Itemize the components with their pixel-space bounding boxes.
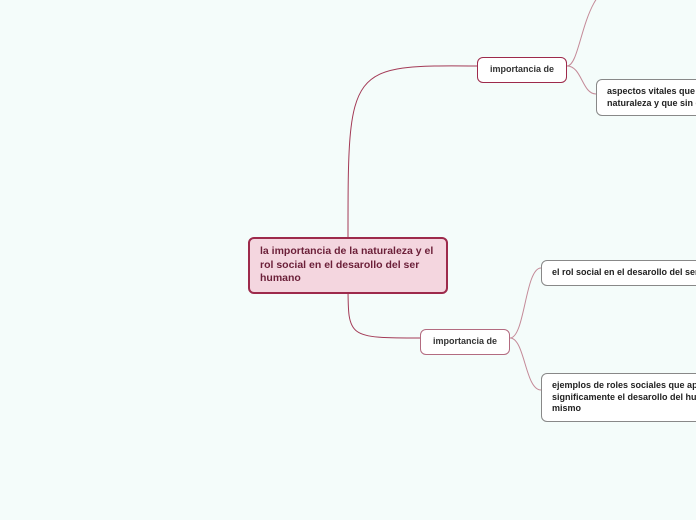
node-root[interactable]: la importancia de la naturaleza y el rol… [248, 237, 448, 294]
node-rol-social[interactable]: el rol social en el desarollo del ser hu [541, 260, 696, 286]
edge-imp-bottom-ejemplos [510, 338, 541, 390]
node-aspectos[interactable]: aspectos vitales que nos da la naturalez… [596, 79, 696, 116]
edge-imp-top-ghost [567, 0, 619, 66]
node-importancia-bottom[interactable]: importancia de [420, 329, 510, 355]
mindmap-canvas: la importancia de la naturaleza y el rol… [0, 0, 696, 520]
edge-imp-top-aspectos [567, 66, 596, 94]
node-ejemplos[interactable]: ejemplos de roles sociales que aporta si… [541, 373, 696, 422]
edge-imp-bottom-rol [510, 268, 541, 338]
node-importancia-top[interactable]: importancia de [477, 57, 567, 83]
edge-root-imp-top [348, 66, 477, 237]
